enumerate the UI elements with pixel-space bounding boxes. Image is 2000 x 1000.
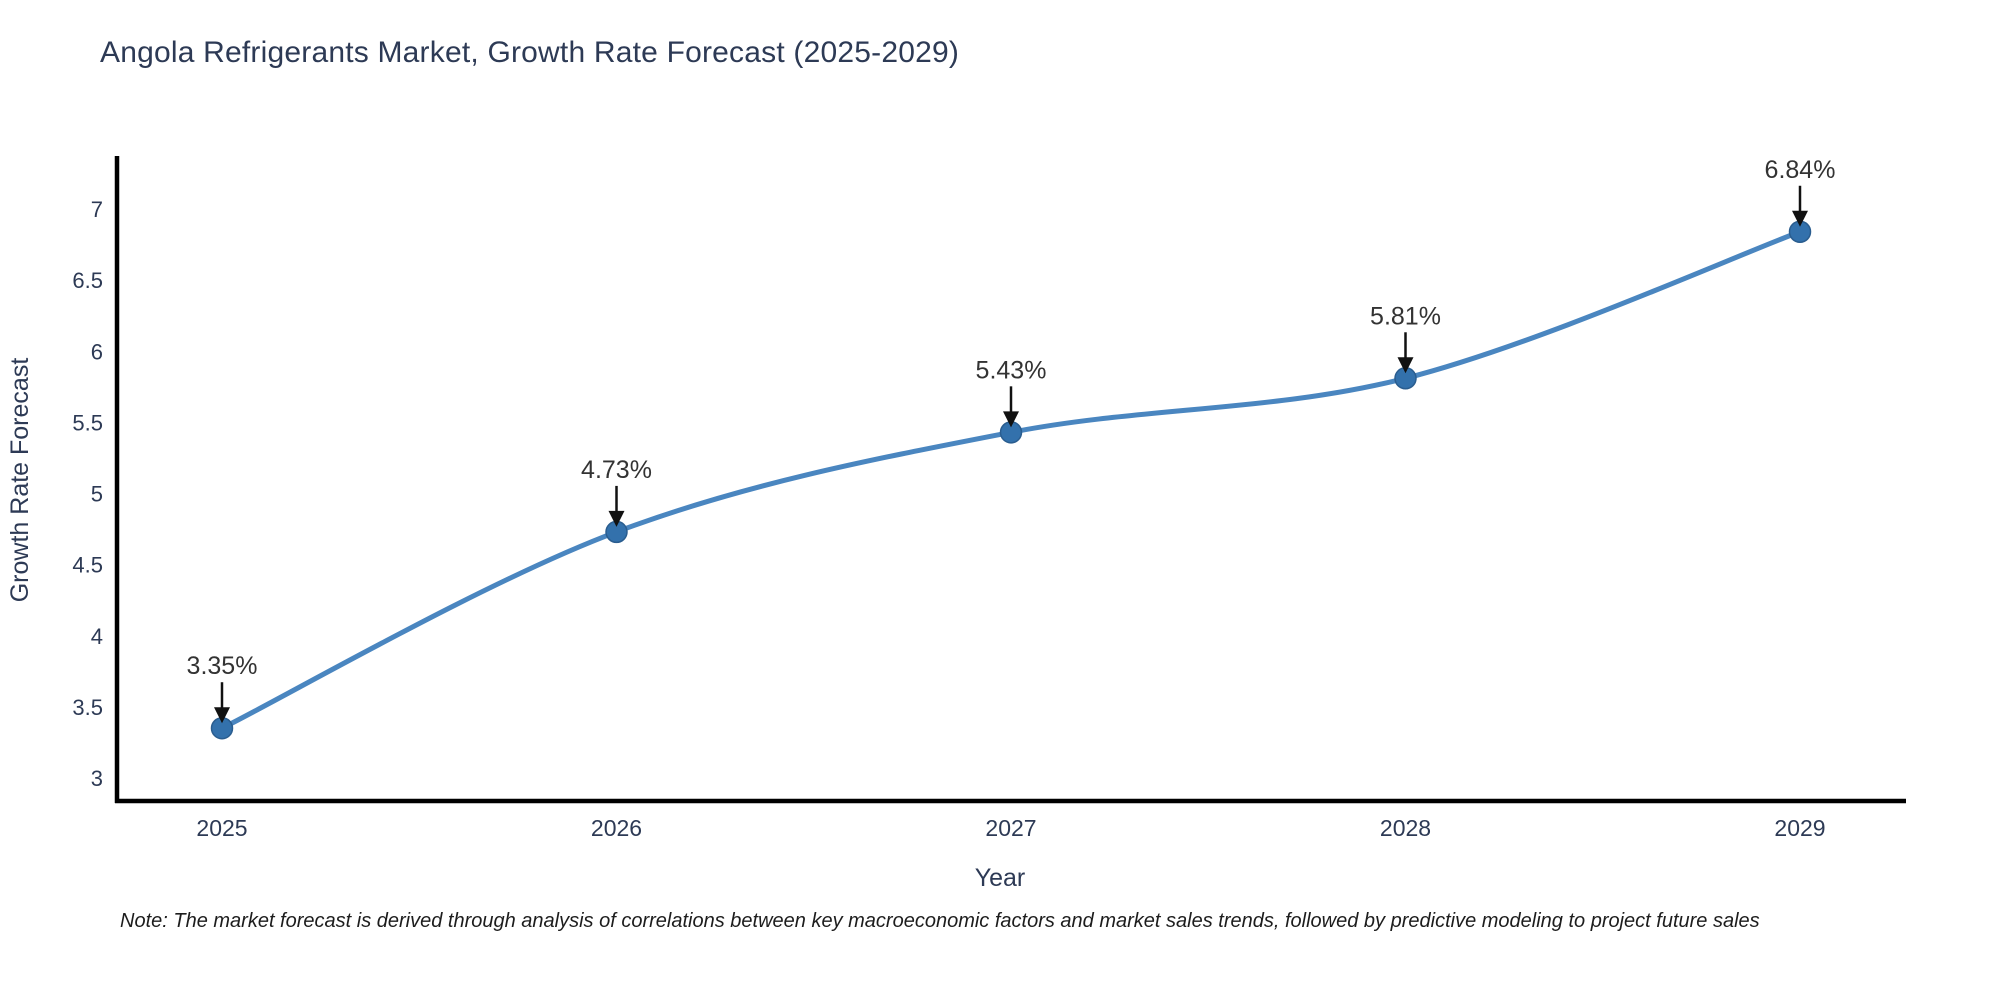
y-tick-label: 3.5: [72, 695, 103, 720]
annotation-arrowhead: [1397, 357, 1414, 374]
y-tick-label: 6.5: [72, 268, 103, 293]
x-tick-label: 2029: [1774, 815, 1825, 841]
annotation-label: 3.35%: [187, 652, 258, 680]
x-tick-label: 2025: [196, 815, 247, 841]
annotation-label: 5.43%: [976, 356, 1047, 384]
x-tick-label: 2027: [985, 815, 1036, 841]
y-tick-label: 5.5: [72, 410, 103, 435]
y-tick-label: 5: [91, 482, 103, 507]
y-tick-label: 4: [91, 624, 103, 649]
y-tick-label: 7: [91, 197, 103, 222]
chart-title: Angola Refrigerants Market, Growth Rate …: [100, 36, 960, 69]
y-tick-label: 4.5: [72, 553, 103, 578]
annotation-arrowhead: [214, 707, 230, 724]
x-tick-label: 2028: [1380, 815, 1431, 841]
annotation-arrowhead: [1003, 411, 1019, 428]
y-tick-label: 6: [91, 339, 103, 364]
trend-line: [219, 229, 1803, 731]
annotation-label: 4.73%: [581, 456, 652, 484]
y-tick-label: 3: [91, 766, 103, 791]
annotation-arrowhead: [608, 510, 625, 527]
x-axis-title: Year: [975, 864, 1026, 892]
annotation-label: 5.81%: [1370, 302, 1441, 330]
annotation-arrowhead: [1792, 210, 1808, 227]
x-tick-label: 2026: [591, 815, 642, 841]
chart-footnote: Note: The market forecast is derived thr…: [120, 910, 1760, 932]
y-axis-title: Growth Rate Forecast: [6, 358, 34, 603]
annotation-label: 6.84%: [1765, 156, 1836, 184]
